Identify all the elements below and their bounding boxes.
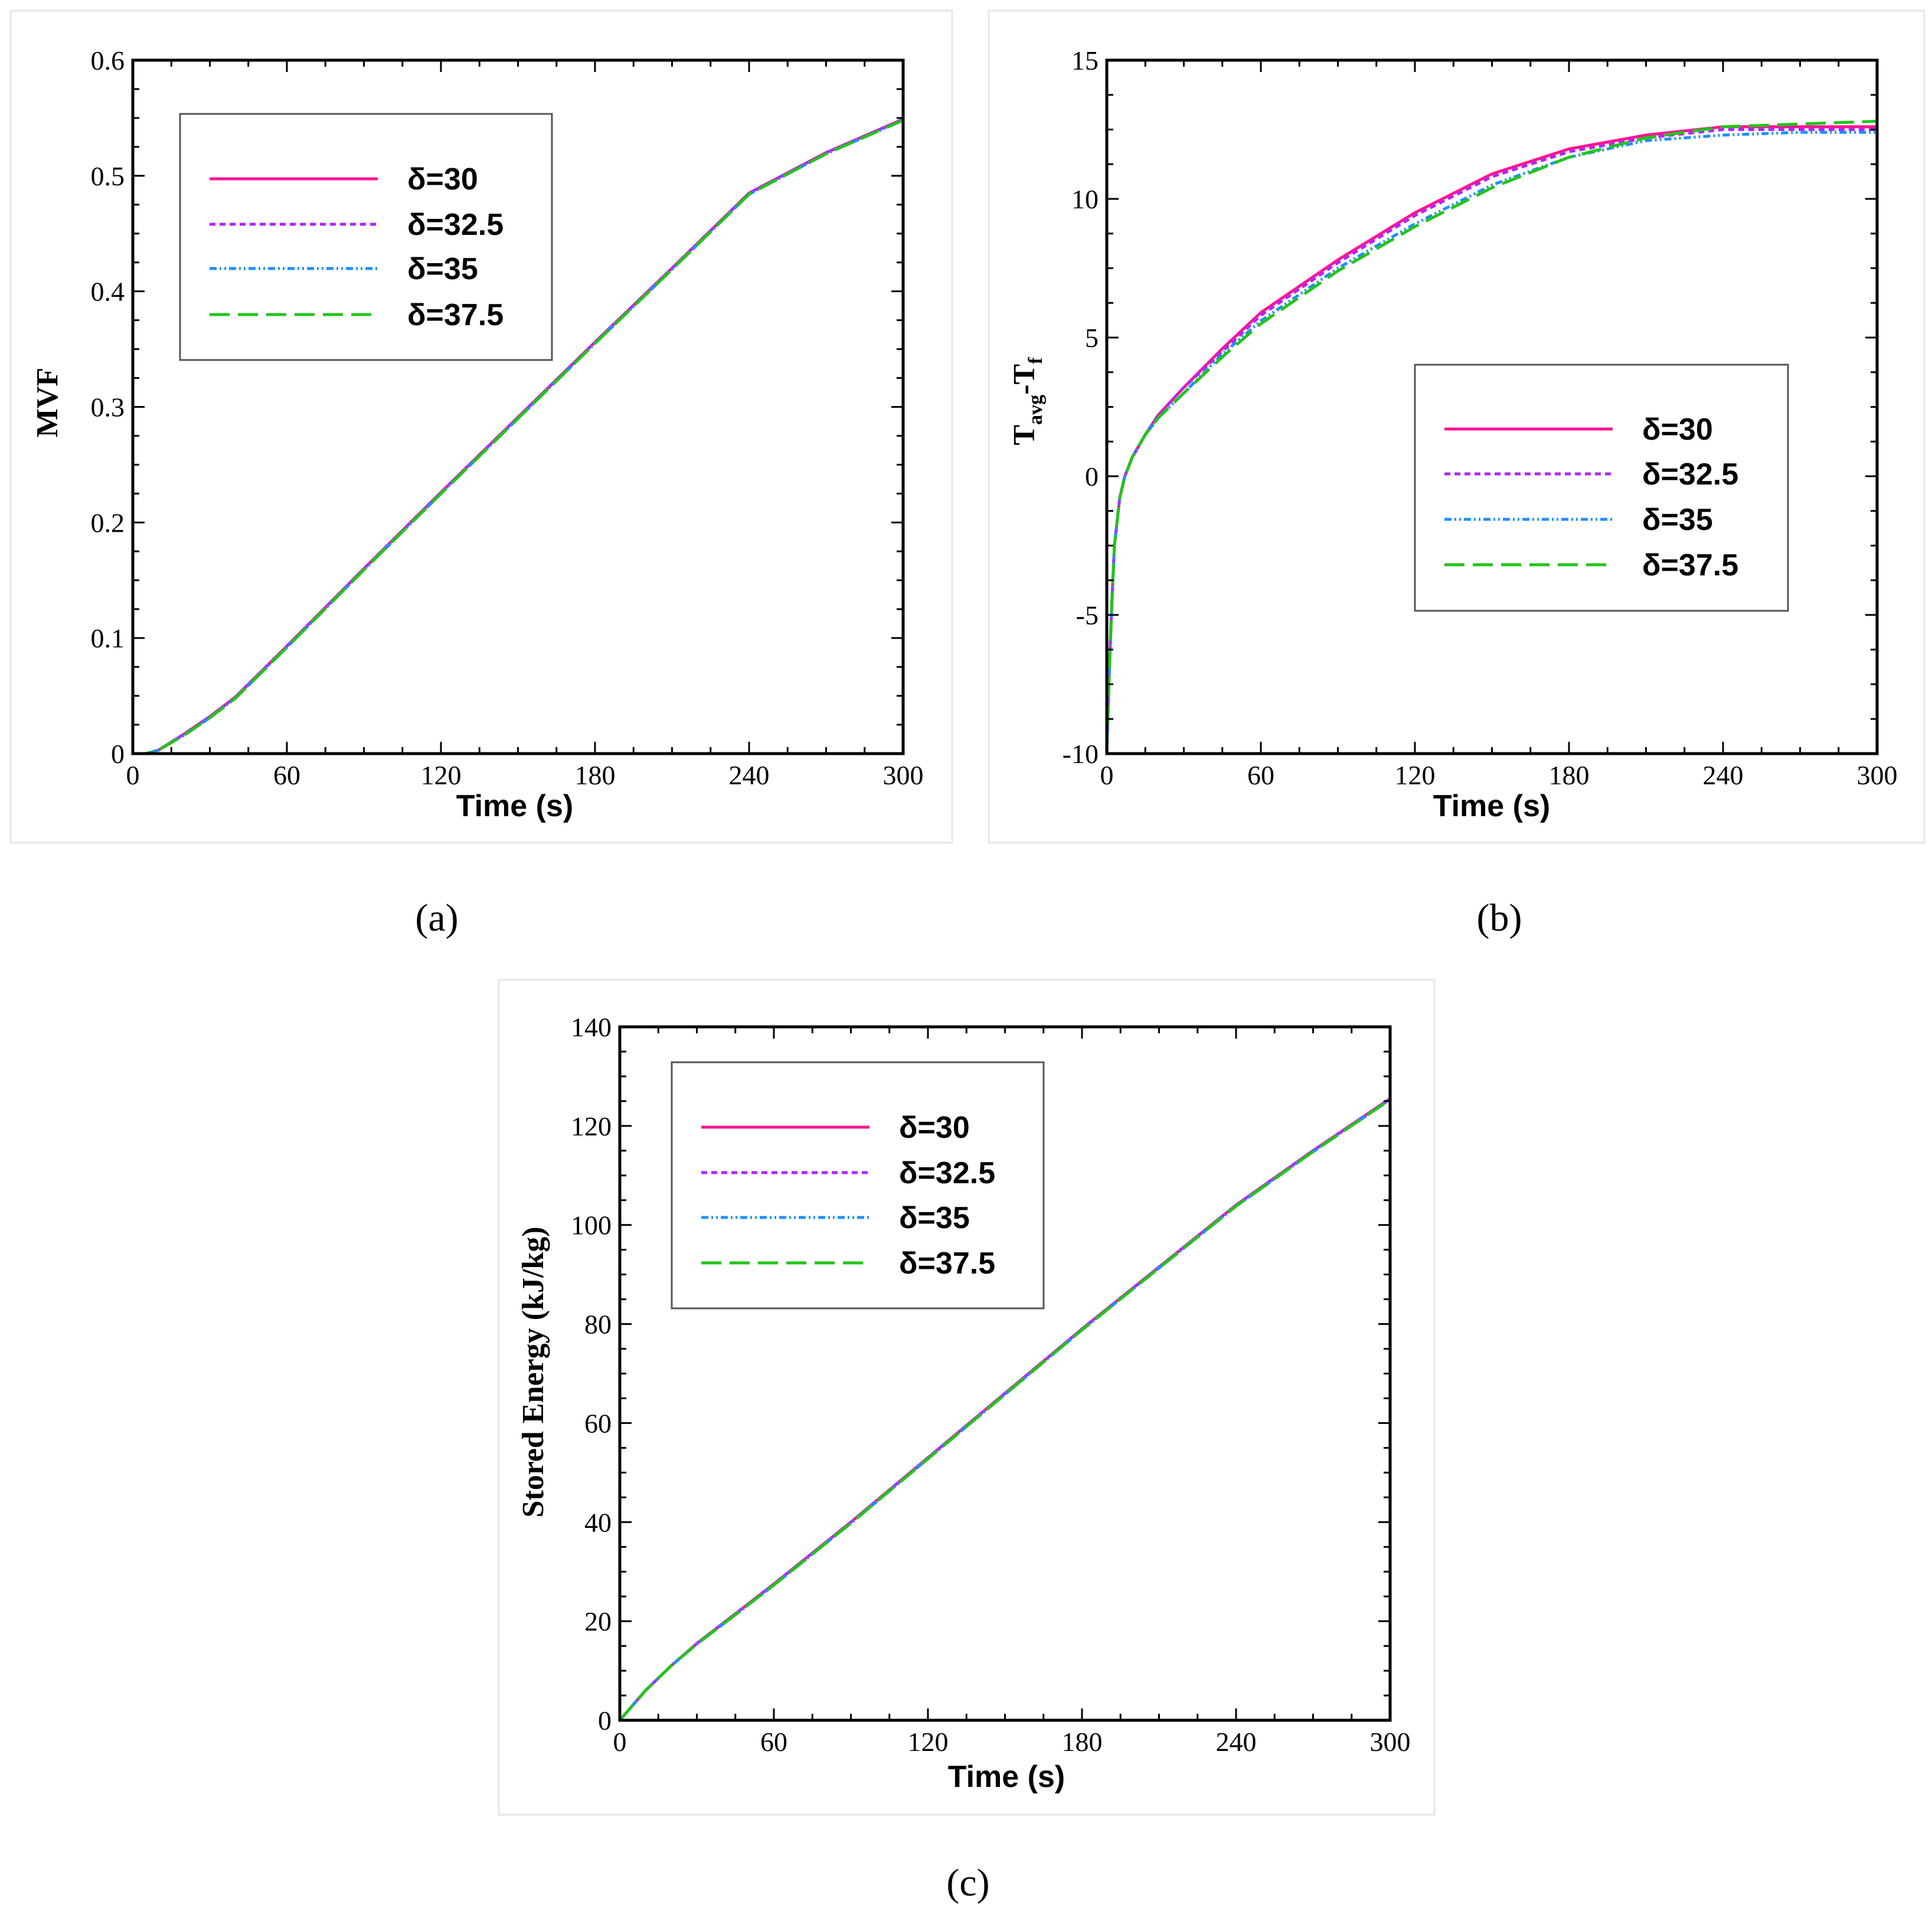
panel-c-caption: (c) (946, 1861, 989, 1904)
panel-b-series-d37-5 (1105, 119, 1878, 754)
panel-c-y-tick-label: 20 (584, 1606, 612, 1636)
panel-b-legend-label-d37-5: δ=37.5 (1642, 548, 1738, 582)
panel-a-y-tick-label: 0.2 (91, 508, 125, 538)
panel-a: 0 60 120 180 240 300 0 0.1 0.2 0.3 0.4 0.5 0.6 Time … (9, 9, 953, 940)
panel-c-legend-label-d35: δ=35 (899, 1201, 970, 1235)
panel-c-series-d37-5 (619, 1098, 1391, 1721)
panel-a-y-tick-label: 0.3 (91, 392, 125, 423)
panel-b: 0 60 120 180 240 300 -10 -5 0 5 10 15 Time (s) Tavg… (988, 9, 1926, 940)
panel-b-x-tick-label: 60 (1247, 760, 1274, 790)
panel-b-x-tick-label: 120 (1395, 760, 1436, 790)
panel-b-x-tick-label: 180 (1549, 760, 1590, 790)
panel-a-y-axis-label: MVF (31, 368, 64, 437)
panel-a-legend-label-d35: δ=35 (407, 252, 478, 286)
panel-b-plot-area: 0 60 120 180 240 300 -10 -5 0 5 10 15 (1063, 45, 1898, 790)
panel-c-plot-area: 0 60 120 180 240 300 0 20 40 60 80 100 120 140 (571, 1012, 1411, 1757)
panel-a-x-tick-label: 300 (883, 760, 924, 790)
panel-c-y-tick-label: 0 (598, 1706, 612, 1736)
panel-b-legend-label-d30: δ=30 (1642, 413, 1713, 447)
panel-c-x-tick-label: 0 (613, 1727, 627, 1757)
panel-a-legend-label-d30: δ=30 (407, 162, 478, 197)
panel-a-x-tick-label: 60 (273, 760, 300, 790)
panel-b-x-tick-label: 240 (1703, 760, 1744, 790)
panel-b-y-tick-label: 15 (1071, 45, 1099, 76)
panel-c: 0 60 120 180 240 300 0 20 40 60 80 100 120 140 Time (… (498, 978, 1436, 1904)
panel-a-x-tick-label: 0 (126, 760, 140, 790)
panel-b-x-tick-label: 300 (1857, 760, 1898, 790)
panel-c-y-tick-label: 40 (584, 1507, 612, 1537)
panel-c-y-axis-label: Stored Energy (kJ/kg) (516, 1226, 550, 1517)
panel-b-legend: δ=30 δ=32.5 δ=35 δ=37.5 (1414, 364, 1789, 612)
panel-b-y-tick-label: 10 (1071, 184, 1099, 214)
panel-a-legend: δ=30 δ=32.5 δ=35 δ=37.5 (179, 113, 553, 361)
panel-c-x-tick-label: 120 (908, 1727, 949, 1757)
panel-c-x-tick-label: 180 (1062, 1727, 1103, 1757)
panel-b-x-axis-label: Time (s) (1433, 789, 1550, 823)
panel-c-y-tick-label: 100 (571, 1210, 612, 1240)
panel-c-x-axis-label: Time (s) (948, 1760, 1065, 1794)
panel-b-caption: (b) (1477, 896, 1522, 940)
panel-a-y-tick-label: 0 (111, 739, 125, 769)
panel-c-x-tick-label: 60 (760, 1727, 787, 1757)
panel-c-legend-label-d32-5: δ=32.5 (899, 1156, 995, 1190)
panel-a-y-tick-label: 0.6 (91, 45, 125, 76)
panel-a-caption: (a) (415, 896, 458, 940)
panel-a-legend-label-d37-5: δ=37.5 (407, 298, 504, 332)
panel-b-y-axis-label: Tavg-Tf (1008, 357, 1047, 446)
panel-a-x-tick-label: 120 (421, 760, 462, 790)
panel-a-y-tick-label: 0.1 (91, 623, 125, 653)
panel-a-y-tick-label: 0.4 (91, 277, 125, 307)
panel-a-y-tick-label: 0.5 (91, 161, 125, 191)
panel-c-y-tick-label: 80 (584, 1310, 612, 1340)
panel-a-plot-area: 0 60 120 180 240 300 0 0.1 0.2 0.3 0.4 0.5 0.6 (91, 45, 924, 790)
panel-b-y-tick-label: -5 (1076, 600, 1099, 630)
panel-c-y-tick-label: 140 (571, 1012, 612, 1042)
panel-c-y-tick-label: 60 (584, 1408, 612, 1438)
panel-c-legend-label-d30: δ=30 (899, 1111, 970, 1145)
panel-b-y-tick-label: -10 (1063, 739, 1099, 769)
panel-c-x-tick-label: 240 (1216, 1727, 1257, 1757)
panel-b-x-tick-label: 0 (1100, 760, 1114, 790)
panel-b-y-tick-label: 5 (1085, 323, 1099, 353)
panel-a-x-axis-label: Time (s) (456, 789, 573, 823)
panel-a-series-d37-5 (133, 119, 904, 755)
panel-c-x-tick-label: 300 (1370, 1727, 1411, 1757)
panel-a-x-tick-label: 240 (729, 760, 770, 790)
panel-a-x-tick-label: 180 (575, 760, 616, 790)
panel-b-y-tick-label: 0 (1085, 461, 1099, 492)
panel-a-legend-label-d32-5: δ=32.5 (407, 208, 504, 242)
panel-c-series-d32-5 (619, 1097, 1391, 1721)
panel-c-y-tick-label: 120 (571, 1111, 612, 1141)
panel-c-legend-label-d37-5: δ=37.5 (899, 1246, 995, 1281)
panel-b-legend-label-d35: δ=35 (1642, 503, 1713, 537)
panel-c-legend: δ=30 δ=32.5 δ=35 δ=37.5 (671, 1061, 1045, 1310)
panel-b-legend-label-d32-5: δ=32.5 (1642, 457, 1738, 492)
